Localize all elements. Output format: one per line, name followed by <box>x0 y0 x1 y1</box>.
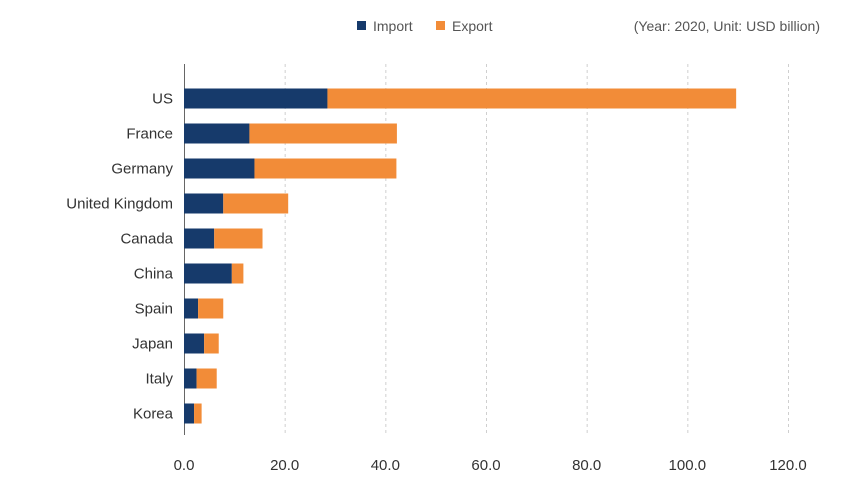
legend: Import Export <box>357 18 493 34</box>
x-tick-labels: 0.0 20.0 40.0 60.0 80.0 100.0 120.0 <box>174 457 807 474</box>
bar-import-china <box>184 263 232 284</box>
bar-import-canada <box>184 228 215 249</box>
x-tick-label: 120.0 <box>769 457 807 474</box>
bar-import-japan <box>184 333 205 354</box>
bar-export-france <box>249 123 397 144</box>
category-label: Canada <box>120 231 173 248</box>
bar-export-japan <box>204 333 219 354</box>
gridlines <box>284 64 789 435</box>
category-labels: US France Germany United Kingdom Canada China… <box>66 91 173 423</box>
bar-export-germany <box>254 158 397 179</box>
legend-swatch-export <box>436 21 445 30</box>
legend-label-import: Import <box>373 18 413 34</box>
category-label: Italy <box>145 371 173 388</box>
legend-swatch-import <box>357 21 366 30</box>
category-label: US <box>152 91 173 108</box>
bar-import-france <box>184 123 250 144</box>
bar-import-germany <box>184 158 255 179</box>
category-label: United Kingdom <box>66 196 173 213</box>
x-tick-label: 0.0 <box>174 457 195 474</box>
bar-export-canada <box>214 228 263 249</box>
category-label: Japan <box>132 336 173 353</box>
bar-export-china <box>231 263 244 284</box>
x-tick-label: 100.0 <box>669 457 707 474</box>
category-label: Spain <box>135 301 173 318</box>
bar-export-spain <box>198 298 224 319</box>
bar-import-spain <box>184 298 199 319</box>
bar-import-italy <box>184 368 197 389</box>
bar-import-us <box>184 88 328 109</box>
bar-export-united-kingdom <box>223 193 289 214</box>
bar-export-us <box>327 88 737 109</box>
bar-import-korea <box>184 403 195 424</box>
x-tick-label: 20.0 <box>270 457 299 474</box>
bar-import-united-kingdom <box>184 193 224 214</box>
category-label: France <box>126 126 173 143</box>
unit-note: (Year: 2020, Unit: USD billion) <box>634 18 820 34</box>
bar-export-korea <box>194 403 202 424</box>
x-tick-label: 40.0 <box>371 457 400 474</box>
bar-export-italy <box>196 368 217 389</box>
bars <box>184 88 737 424</box>
x-tick-label: 60.0 <box>471 457 500 474</box>
category-label: China <box>134 266 174 283</box>
x-tick-label: 80.0 <box>572 457 601 474</box>
category-label: Germany <box>111 161 173 178</box>
legend-label-export: Export <box>452 18 493 34</box>
category-label: Korea <box>133 406 174 423</box>
